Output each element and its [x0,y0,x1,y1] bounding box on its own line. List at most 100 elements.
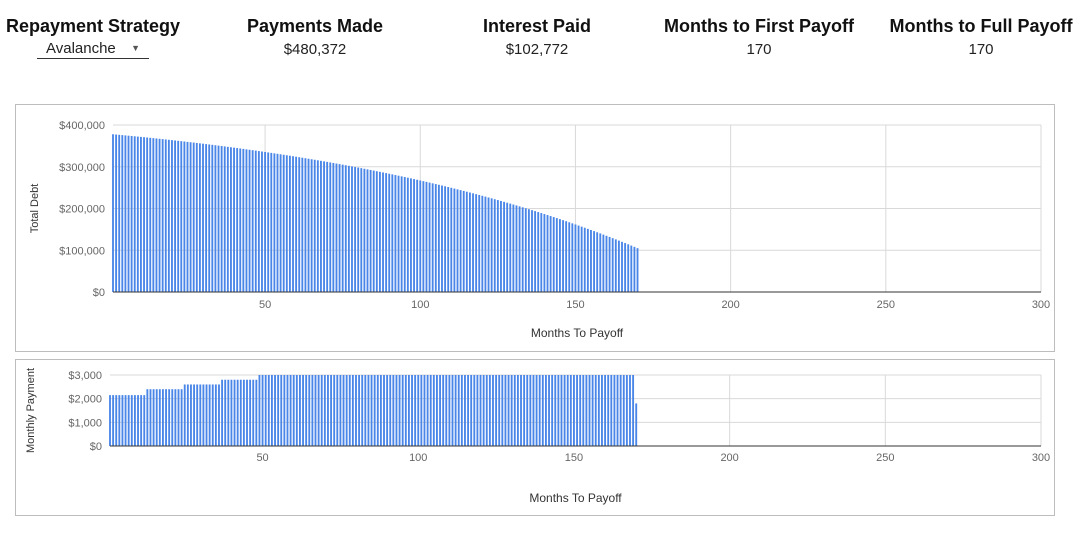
bar [358,375,361,446]
bar [382,172,384,292]
bar [277,375,280,446]
bar [386,375,389,446]
bar [534,211,537,292]
first-payoff-section: Months to First Payoff 170 [659,16,859,58]
bar [214,384,217,446]
bar [565,221,568,292]
bar [292,156,294,292]
bar [614,239,617,292]
bar [140,395,143,446]
bar [423,375,426,446]
bar [183,384,186,446]
bar [351,375,354,446]
bar [512,204,515,292]
bar [347,165,350,292]
bar [552,217,555,292]
bar [336,375,339,446]
bar [563,375,566,446]
bar [586,228,589,292]
bar [221,379,224,446]
bar [579,375,582,446]
bar [428,182,431,292]
y-tick-label: $3,000 [68,370,102,382]
bar [476,375,479,446]
bar [548,375,550,446]
bar [196,384,199,446]
bar [453,188,456,292]
bar [302,375,304,446]
bar [218,384,220,446]
y-tick-label: $0 [93,287,105,299]
bar [227,379,230,446]
bar [109,395,111,446]
bar [267,152,270,292]
bar [541,375,544,446]
bar [487,197,490,292]
bar [495,375,498,446]
bar [500,200,502,292]
bar [323,375,326,446]
bar [450,187,453,292]
bar [568,222,571,292]
bar [439,375,441,446]
bar [226,146,229,292]
bar [370,375,373,446]
bar [379,375,382,446]
bar [195,142,198,292]
bar [155,138,158,292]
bar [320,160,322,292]
strategy-dropdown[interactable]: Avalanche ▼ [37,40,149,59]
bar [481,195,484,292]
bar [527,209,530,292]
bar [414,375,417,446]
bar [569,375,572,446]
bar [180,141,183,292]
bar [230,147,232,292]
bar [208,384,211,446]
bar [619,375,622,446]
bar [230,379,233,446]
bar [335,163,338,292]
bar [445,375,448,446]
x-tick-label: 250 [877,299,895,311]
bar [292,375,295,446]
bar [146,137,149,292]
bar [431,183,434,292]
bar [158,138,161,292]
bar [506,202,509,292]
bar [398,375,401,446]
bar [152,138,155,292]
bar [233,147,235,292]
bar [236,379,239,446]
bar [434,184,437,292]
bar [426,375,429,446]
bar [416,179,419,292]
bar [183,141,186,292]
bar [118,395,121,446]
bar [544,375,547,446]
bar [577,225,580,292]
payments-made-value: $480,372 [283,41,347,58]
bar [515,205,518,292]
bar [130,395,133,446]
bar [493,199,496,292]
bar [130,135,133,292]
bar [140,136,142,292]
bar [158,389,161,446]
bar [367,375,370,446]
bar [248,149,251,292]
bar [143,395,146,446]
bar [632,375,635,446]
bar [518,206,521,292]
bar [314,375,317,446]
bar [613,375,616,446]
bar [168,389,171,446]
bar [152,389,155,446]
bar [363,168,366,292]
bar [289,375,292,446]
total-debt-chart: $0 $100,000 $200,000 $300,000 $400,000 50 100 1… [29,120,1050,340]
total-debt-panel: $0 $100,000 $200,000 $300,000 $400,000 50 100 1… [15,104,1055,352]
y-tick-label: $0 [90,441,102,453]
bar [388,173,391,292]
bar [521,207,524,292]
